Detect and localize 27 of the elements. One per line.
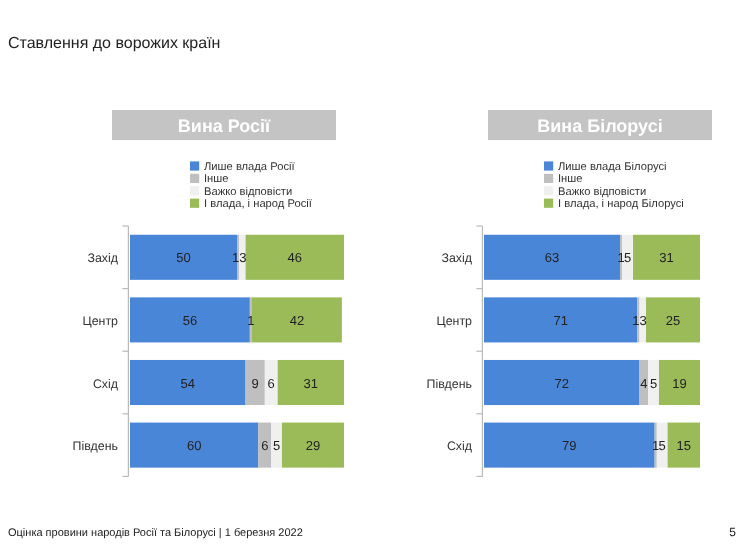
bar (646, 297, 700, 343)
bar (484, 422, 655, 468)
bar (633, 234, 700, 280)
bar (239, 234, 246, 280)
bar (130, 422, 259, 468)
bar (251, 297, 342, 343)
text: Ставлення до ворожих країн (8, 34, 221, 52)
bar (281, 422, 344, 468)
bar (130, 359, 246, 406)
bar (658, 359, 700, 406)
bar (258, 422, 272, 468)
bar (130, 297, 250, 343)
bar (245, 234, 344, 280)
chart-title: Вина Білорусі (537, 116, 663, 136)
bar (667, 422, 700, 468)
bar (656, 422, 668, 468)
bar (271, 422, 282, 468)
bar (648, 359, 659, 406)
bar (484, 359, 640, 406)
bar (245, 359, 265, 406)
bar (277, 359, 344, 406)
chart-title: Вина Росії (177, 116, 272, 136)
bar (484, 297, 638, 343)
bar (622, 234, 634, 280)
bar (484, 234, 621, 280)
bar (264, 359, 278, 406)
bar (130, 234, 237, 280)
